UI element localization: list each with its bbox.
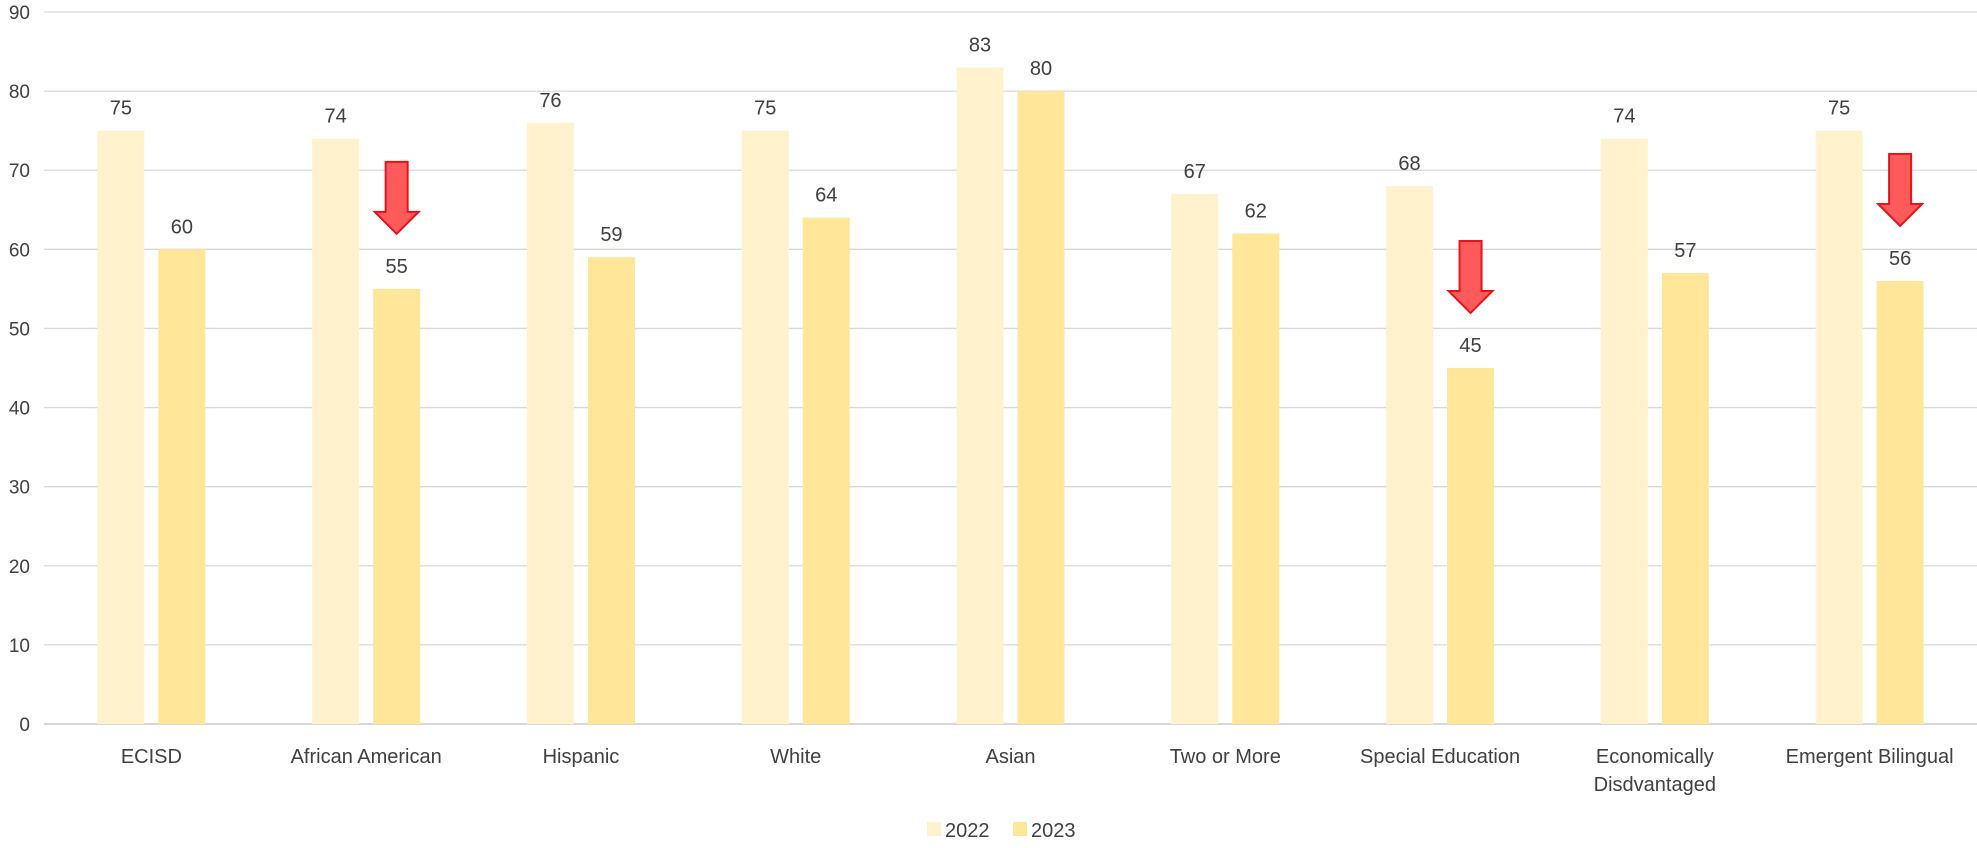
legend-label: 2022 — [945, 820, 990, 842]
down-arrow-icon — [1875, 152, 1925, 228]
data-label: 62 — [1245, 201, 1267, 223]
y-tick-label: 0 — [19, 715, 30, 736]
y-tick-label: 30 — [9, 478, 30, 499]
bar-2022 — [97, 130, 145, 724]
x-axis-categories: ECISD African American Hispanic White Asian T… — [121, 746, 1954, 796]
data-label: 75 — [754, 98, 776, 120]
y-axis-ticks: 0 10 20 30 40 50 60 70 80 90 — [9, 3, 30, 736]
down-arrow-annotations — [372, 152, 1925, 315]
gridlines — [44, 11, 1977, 725]
data-label: 83 — [969, 34, 991, 56]
x-category-label: Special Education — [1360, 746, 1520, 768]
bar-2023 — [373, 288, 421, 724]
data-label: 75 — [1828, 98, 1850, 120]
data-label: 76 — [539, 90, 561, 112]
bar-2022 — [1815, 130, 1863, 724]
y-tick-label: 70 — [9, 161, 30, 182]
x-category-label: Hispanic — [543, 746, 620, 768]
x-category-label: Emergent Bilingual — [1786, 746, 1954, 768]
y-tick-label: 60 — [9, 240, 30, 261]
bar-2022 — [741, 130, 789, 724]
y-tick-label: 90 — [9, 3, 30, 24]
bar-2022 — [312, 138, 360, 725]
data-label: 59 — [600, 224, 622, 246]
x-category-label: Asian — [985, 746, 1035, 768]
down-arrow-icon — [1446, 240, 1495, 315]
x-category-label: White — [770, 746, 821, 768]
data-label: 74 — [325, 106, 347, 128]
legend-swatch — [1013, 822, 1027, 836]
data-label: 64 — [815, 185, 837, 207]
x-category-label: Economically Disdvantaged — [1594, 746, 1716, 796]
bar-2022 — [1171, 193, 1219, 724]
down-arrow-icon — [372, 160, 422, 236]
y-tick-label: 20 — [9, 557, 30, 578]
data-label: 68 — [1398, 153, 1420, 175]
data-label: 74 — [1613, 106, 1635, 128]
legend-label: 2023 — [1031, 820, 1076, 842]
x-category-label: Two or More — [1170, 746, 1281, 768]
x-category-label: ECISD — [121, 746, 182, 768]
bar-2022 — [1386, 186, 1434, 725]
data-label: 80 — [1030, 58, 1052, 80]
bar-2023 — [587, 257, 635, 724]
bar-2022 — [956, 67, 1004, 724]
data-label: 55 — [386, 256, 408, 278]
bar-2022 — [1600, 138, 1648, 725]
bar-2023 — [1661, 273, 1709, 724]
y-tick-label: 40 — [9, 399, 30, 420]
data-label: 45 — [1459, 335, 1481, 357]
bar-2023 — [802, 217, 850, 724]
data-label: 56 — [1889, 248, 1911, 270]
data-label: 75 — [110, 98, 132, 120]
y-tick-label: 10 — [9, 636, 30, 657]
data-label: 67 — [1184, 161, 1206, 183]
legend-swatch — [927, 822, 941, 836]
bar-2023 — [1876, 280, 1924, 724]
bar-2023 — [158, 249, 206, 725]
data-label: 57 — [1674, 240, 1696, 262]
bar-2023 — [1232, 233, 1280, 724]
y-tick-label: 50 — [9, 319, 30, 340]
bar-2023 — [1447, 368, 1495, 724]
data-labels: 75 60 74 55 76 59 75 64 83 80 67 62 68 45 74 57 75 56 — [110, 34, 1911, 357]
bar-2022 — [526, 122, 574, 724]
data-label: 60 — [171, 216, 193, 238]
bars — [97, 67, 1924, 725]
y-tick-label: 80 — [9, 82, 30, 103]
bar-2023 — [1017, 91, 1065, 725]
legend: 2022 2023 — [927, 820, 1076, 842]
x-category-label: African American — [291, 746, 442, 768]
